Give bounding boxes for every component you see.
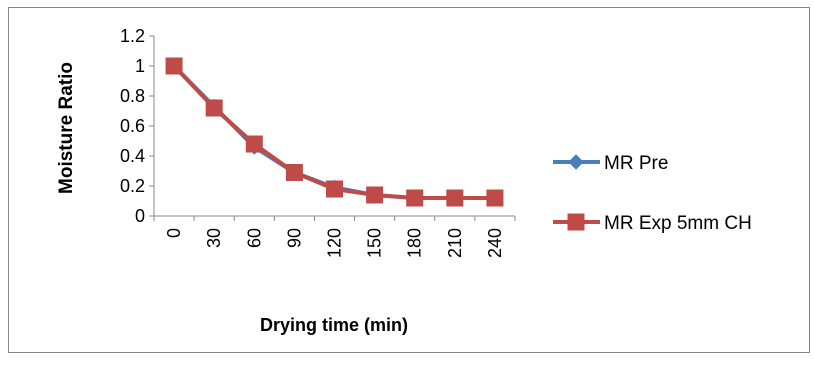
y-tick-label: 0.8 (120, 86, 145, 106)
y-tick-label: 0.6 (120, 116, 145, 136)
legend-item: MR Pre (553, 153, 668, 174)
data-point (285, 164, 303, 181)
data-point (406, 189, 424, 207)
x-tick-label: 30 (204, 228, 224, 248)
x-tick-label: 0 (164, 228, 184, 238)
y-tick-label: 1 (135, 56, 145, 76)
series-layer (165, 57, 504, 207)
x-tick-label: 180 (405, 228, 425, 258)
data-point (446, 189, 464, 207)
data-point (205, 99, 223, 117)
y-tick-label: 0.4 (120, 146, 145, 166)
x-tick-label: 60 (244, 228, 264, 248)
y-tick-label: 1.2 (120, 26, 145, 46)
legend: MR Pre MR Exp 5mm CH (553, 153, 752, 234)
legend-label: MR Exp 5mm CH (604, 213, 752, 234)
x-tick-label: 90 (284, 228, 304, 248)
legend-marker (568, 154, 584, 170)
data-point (326, 180, 343, 198)
x-axis-label: Drying time (min) (260, 315, 408, 335)
data-point (245, 135, 263, 153)
y-tick-label: 0 (135, 206, 145, 226)
legend-marker (567, 213, 585, 231)
x-tick-labels: 0 30 60 90 120 150 180 210 240 (164, 228, 505, 258)
y-axis-label: Moisture Ratio (56, 62, 77, 194)
legend-item: MR Exp 5mm CH (553, 213, 752, 234)
legend-label: MR Pre (604, 153, 668, 174)
data-point (486, 189, 504, 207)
y-tick-labels: 0 0.2 0.4 0.6 0.8 1 1.2 (120, 26, 145, 226)
y-tick-label: 0.2 (120, 176, 145, 196)
x-tick-label: 240 (485, 228, 505, 258)
data-point (366, 186, 384, 204)
chart-frame (8, 7, 810, 353)
x-tick-label: 150 (365, 228, 385, 258)
x-tick-label: 210 (445, 228, 465, 258)
series-2 (165, 57, 504, 207)
data-point (165, 57, 183, 75)
axes (149, 35, 516, 221)
x-tick-label: 120 (325, 228, 345, 258)
